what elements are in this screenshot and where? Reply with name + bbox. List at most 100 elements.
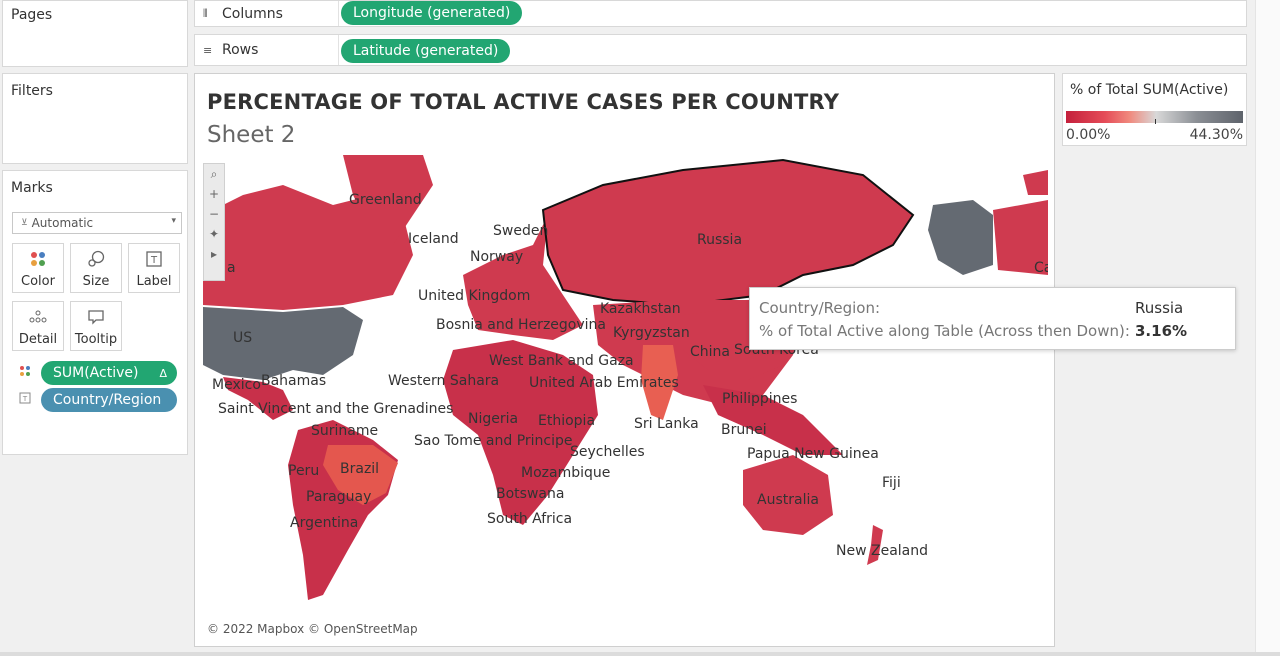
map-label: Sri Lanka <box>634 416 699 432</box>
rows-shelf[interactable]: ≡ Rows Latitude (generated) <box>194 34 1247 66</box>
latitude-pill-label: Latitude (generated) <box>353 43 499 59</box>
map-label: Western Sahara <box>388 373 500 389</box>
color-icon <box>13 250 63 274</box>
map-label: Philippines <box>722 391 798 407</box>
filters-title: Filters <box>11 83 53 99</box>
sum-active-pill[interactable]: SUM(Active) Δ <box>41 361 177 385</box>
map-label: Paraguay <box>306 489 372 505</box>
region-australia <box>743 455 833 535</box>
filters-card[interactable]: Filters <box>2 73 188 164</box>
map-label: Kyrgyzstan <box>613 325 690 341</box>
map-label: United Arab Emirates <box>529 375 679 391</box>
columns-label-text: Columns <box>222 5 283 22</box>
color-legend[interactable]: % of Total SUM(Active) 0.00% 44.30% <box>1062 73 1247 146</box>
rows-shelf-label: ≡ Rows <box>195 35 339 65</box>
longitude-pill[interactable]: Longitude (generated) <box>341 1 523 25</box>
map-toolbar: ⌕ + − ✦ ▸ <box>203 163 225 281</box>
latitude-pill[interactable]: Latitude (generated) <box>341 39 511 63</box>
region-alaska <box>928 200 993 275</box>
map-label: Greenland <box>349 192 422 208</box>
chevron-down-icon: ▾ <box>171 216 176 226</box>
viz-subtitle: Sheet 2 <box>207 122 296 148</box>
region-russia <box>541 158 915 307</box>
map-label: Argentina <box>290 515 359 531</box>
zoom-out-icon[interactable]: − <box>208 207 220 221</box>
region-new-zealand <box>867 525 883 565</box>
map-label: China <box>690 344 730 360</box>
color-icon <box>19 365 31 380</box>
region-arctic <box>1023 170 1048 195</box>
map-label: Ethiopia <box>538 413 596 429</box>
map-label: Botswana <box>496 486 565 502</box>
map-label: Australia <box>757 492 819 508</box>
tooltip-key-country: Country/Region: <box>759 299 881 317</box>
size-label: Size <box>82 274 110 289</box>
label-button[interactable]: T Label <box>128 243 180 293</box>
map-label: South Africa <box>487 511 573 527</box>
expand-icon[interactable]: ▸ <box>210 247 218 261</box>
map-label: Mozambique <box>521 465 611 481</box>
mark-type-value: Automatic <box>31 216 94 230</box>
label-icon: T <box>19 392 31 407</box>
legend-title: % of Total SUM(Active) <box>1070 82 1229 98</box>
label-label: Label <box>136 274 172 289</box>
size-button[interactable]: Size <box>70 243 122 293</box>
tooltip-button[interactable]: Tooltip <box>70 301 122 351</box>
map-label: US <box>233 330 253 346</box>
map-label: Papua New Guinea <box>747 446 879 462</box>
label-icon: T <box>129 250 179 274</box>
map-label: Norway <box>470 249 524 265</box>
legend-center-tick <box>1155 119 1156 124</box>
map-label: Mexico <box>212 377 261 393</box>
color-label: Color <box>21 274 55 289</box>
map-label: West Bank and Gaza <box>489 353 634 369</box>
map-copyright: © 2022 Mapbox © OpenStreetMap <box>207 622 418 636</box>
zoom-in-icon[interactable]: + <box>208 187 220 201</box>
map-label: Russia <box>697 232 743 248</box>
rows-icon: ≡ <box>203 43 213 57</box>
tooltip-label: Tooltip <box>74 332 118 347</box>
map-label: United Kingdom <box>418 288 531 304</box>
viz-title: PERCENTAGE OF TOTAL ACTIVE CASES PER COU… <box>207 90 840 114</box>
map-label: Brunei <box>721 422 767 438</box>
detail-label: Detail <box>18 332 58 347</box>
region-india <box>641 345 678 420</box>
pages-title: Pages <box>11 7 53 23</box>
map-label: New Zealand <box>836 543 928 559</box>
map-label: Ca <box>1034 260 1048 276</box>
map-label: Brazil <box>340 461 380 477</box>
viz-pane: PERCENTAGE OF TOTAL ACTIVE CASES PER COU… <box>194 73 1055 647</box>
legend-gradient-bar <box>1066 111 1243 123</box>
map-label: Seychelles <box>570 444 645 460</box>
tooltip-icon <box>71 308 121 332</box>
region-canada-east <box>993 200 1048 275</box>
country-region-pill[interactable]: Country/Region <box>41 388 177 412</box>
world-map[interactable]: ⌕ + − ✦ ▸ Greenland Iceland Sweden Norwa… <box>203 155 1048 641</box>
map-label: Iceland <box>408 231 459 247</box>
map-label: Bosnia and Herzegovina <box>436 317 606 333</box>
map-label: Saint Vincent and the Grenadines <box>218 401 454 417</box>
region-brazil <box>323 445 398 505</box>
mark-type-icon: ⊻ <box>21 218 28 228</box>
map-label: Bahamas <box>261 373 327 389</box>
columns-shelf[interactable]: ⫴ Columns Longitude (generated) <box>194 0 1247 27</box>
map-label: Sao Tome and Principe <box>414 433 573 449</box>
detail-button[interactable]: Detail <box>12 301 64 351</box>
pages-card[interactable]: Pages <box>2 0 188 67</box>
sheet-tabs-bar[interactable] <box>0 652 1280 656</box>
tooltip-card: Country/Region: Russia % of Total Active… <box>749 287 1236 350</box>
tooltip-key-percent: % of Total Active along Table (Across th… <box>759 322 1130 340</box>
sum-active-pill-label: SUM(Active) <box>53 365 139 381</box>
region-mexico <box>223 377 293 420</box>
tooltip-value-percent: 3.16% <box>1135 322 1188 340</box>
pin-icon[interactable]: ✦ <box>208 227 220 241</box>
color-button[interactable]: Color <box>12 243 64 293</box>
delta-icon: Δ <box>159 366 167 380</box>
region-us <box>203 307 363 380</box>
search-icon[interactable]: ⌕ <box>210 167 218 181</box>
map-label: Kazakhstan <box>600 301 681 317</box>
map-label: Nigeria <box>468 411 519 427</box>
map-label: Sweden <box>493 223 549 239</box>
region-greenland <box>343 155 433 245</box>
mark-type-dropdown[interactable]: ⊻ Automatic ▾ <box>12 212 182 234</box>
